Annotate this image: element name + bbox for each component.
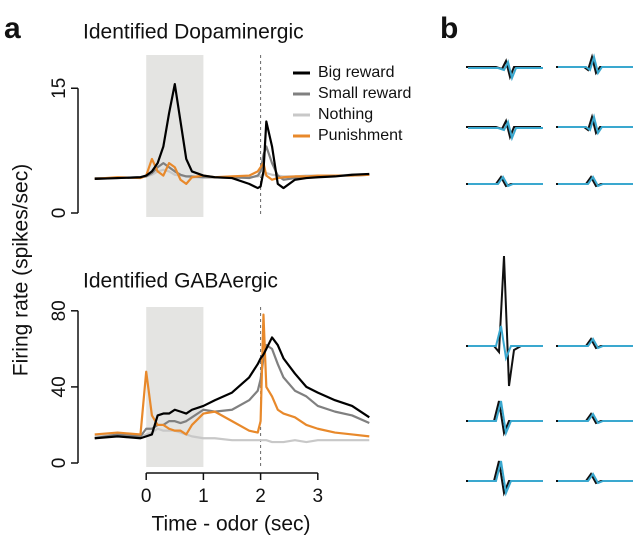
legend-label: Nothing [318,106,373,123]
y-axis-label: Firing rate (spikes/sec) [10,164,33,376]
y-tick-label: 0 [49,208,70,219]
y-tick-label: 80 [49,300,70,321]
y-tick-label: 40 [49,376,70,397]
series-line [94,83,370,190]
legend-label: Small reward [318,85,411,102]
x-tick-label: 0 [141,486,152,507]
chart-title: Identified GABAergic [83,270,278,293]
series-line [94,336,370,440]
series-line [94,157,370,185]
series-line [94,343,370,440]
panel-label: a [4,12,21,45]
legend-label: Big reward [318,64,394,81]
series-line [94,427,370,444]
legend-label: Punishment [318,127,403,144]
shaded-region [146,307,204,467]
waveforms [465,56,634,494]
y-tick-label: 15 [49,78,70,99]
series-line [94,313,370,438]
x-tick-label: 1 [198,486,209,507]
x-axis-label: Time - odor (sec) [151,513,310,536]
x-tick-label: 2 [255,486,266,507]
shaded-region [146,55,204,217]
y-tick-label: 0 [49,458,70,469]
chart-title: Identified Dopaminergic [83,21,304,44]
x-tick-label: 3 [313,486,324,507]
panel-label: b [440,12,458,45]
